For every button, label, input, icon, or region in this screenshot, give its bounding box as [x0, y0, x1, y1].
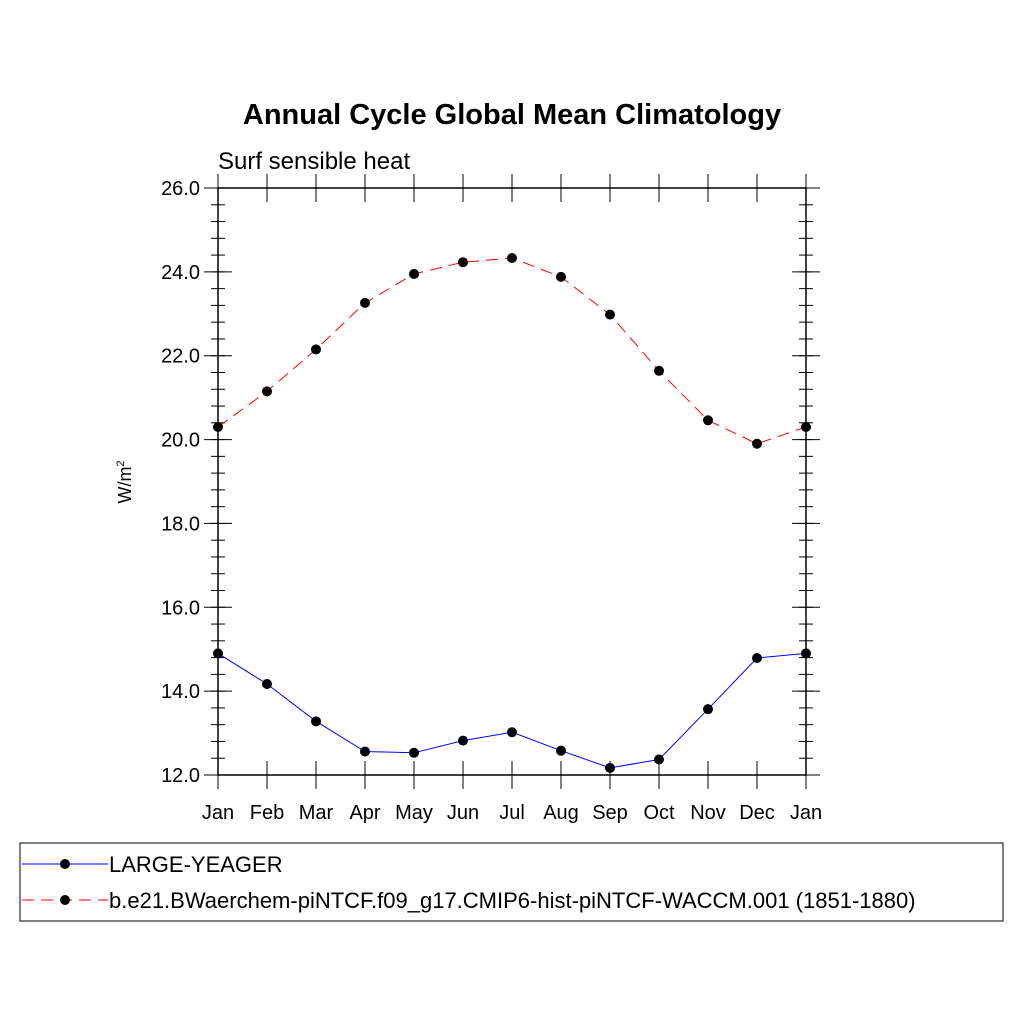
x-tick-label: Jan — [202, 802, 234, 824]
x-tick-label: Dec — [739, 802, 775, 824]
series-2-point — [703, 415, 713, 426]
series-2-point — [360, 297, 370, 308]
x-tick-label: Jan — [790, 802, 822, 824]
series-1-point — [801, 648, 811, 659]
series-line-1 — [217, 652, 807, 769]
legend-box — [19, 842, 1004, 922]
series-1-point — [605, 762, 615, 773]
series-layer — [213, 253, 811, 773]
x-tick-label: Feb — [250, 802, 284, 824]
x-tick-labels: Jan Feb Mar Apr May Jun Jul Aug Sep Oct Nov Dec Jan — [202, 802, 822, 824]
series-2-point — [654, 365, 664, 376]
legend-label-large-yeager: LARGE-YEAGER — [109, 852, 283, 877]
y-tick-label: 16.0 — [161, 597, 200, 619]
chart-subtitle: Surf sensible heat — [218, 148, 410, 175]
series-2-point — [752, 438, 762, 449]
y-tick-label: 14.0 — [161, 681, 200, 703]
legend-label-waccm: b.e21.BWaerchem-piNTCF.f09_g17.CMIP6-his… — [109, 888, 916, 913]
series-2-point — [458, 257, 468, 268]
y-tick-label: 18.0 — [161, 513, 200, 535]
chart-title: Annual Cycle Global Mean Climatology — [243, 99, 781, 131]
series-1-point — [409, 747, 419, 758]
y-tick-label: 12.0 — [161, 765, 200, 787]
series-2-point — [605, 309, 615, 320]
series-2-point — [213, 421, 223, 432]
legend-marker-waccm — [60, 895, 70, 905]
series-1-point — [507, 727, 517, 738]
series-2-point — [801, 421, 811, 432]
x-tick-label: Jun — [447, 802, 479, 824]
series-1-point — [360, 746, 370, 757]
y-axis-label: W/m2 — [115, 460, 135, 503]
series-2-point — [556, 271, 566, 282]
x-tick-label: Apr — [349, 802, 380, 824]
series-1-point — [311, 716, 321, 727]
minor-ticks — [211, 187, 813, 776]
x-tick-label: Sep — [592, 802, 628, 824]
y-axis-label-text: W/m — [115, 467, 135, 504]
series-1-point — [213, 648, 223, 659]
y-tick-label: 26.0 — [161, 178, 200, 200]
series-1-point — [703, 704, 713, 715]
x-tick-label: Nov — [690, 802, 726, 824]
x-tick-label: Mar — [299, 802, 334, 824]
x-tick-label: Aug — [543, 802, 579, 824]
series-line-2 — [217, 257, 807, 445]
y-axis-label-superscript: 2 — [115, 460, 127, 466]
x-tick-label: May — [395, 802, 433, 824]
y-tick-label: 24.0 — [161, 262, 200, 284]
series-2-point — [311, 344, 321, 355]
y-tick-label: 20.0 — [161, 430, 200, 452]
series-2-point — [262, 386, 272, 397]
legend-marker-large-yeager — [60, 859, 70, 869]
series-2-point — [409, 268, 419, 279]
x-tick-label: Oct — [643, 802, 675, 824]
major-ticks — [204, 174, 820, 789]
legend: LARGE-YEAGER b.e21.BWaerchem-piNTCF.f09_… — [22, 852, 916, 913]
x-tick-label: Jul — [499, 802, 525, 824]
series-1-point — [262, 679, 272, 690]
series-2-point — [507, 253, 517, 264]
plot-frame — [217, 187, 807, 776]
series-1-point — [752, 653, 762, 664]
y-tick-labels: 12.0 14.0 16.0 18.0 20.0 22.0 24.0 26.0 — [161, 178, 200, 787]
series-1-point — [556, 745, 566, 756]
series-1-point — [458, 735, 468, 746]
series-1-point — [654, 754, 664, 765]
y-tick-label: 22.0 — [161, 346, 200, 368]
